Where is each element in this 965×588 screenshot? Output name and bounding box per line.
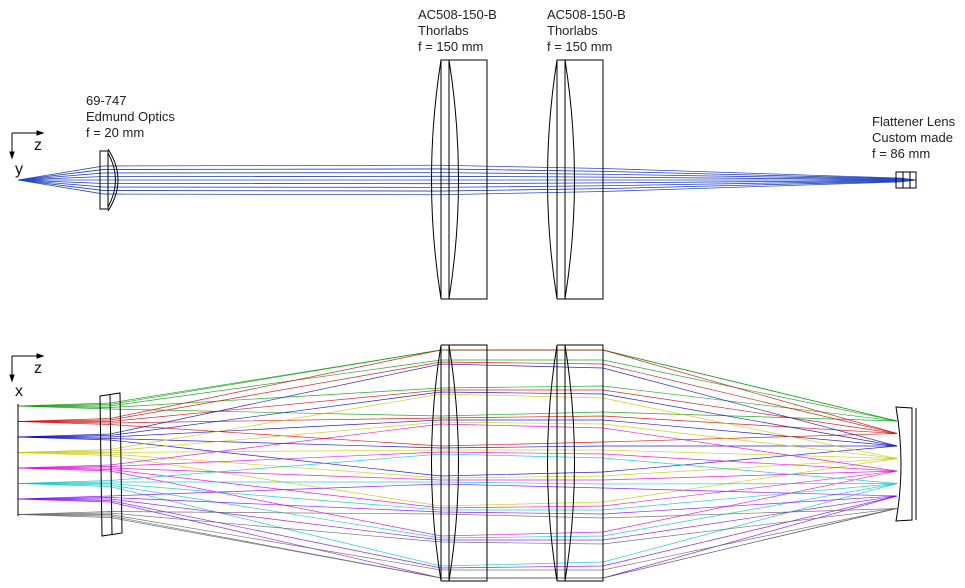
top-axis-y-label: y xyxy=(15,161,23,178)
flattener-focal-length: f = 86 mm xyxy=(872,146,931,161)
flattener-name: Flattener Lens xyxy=(872,114,956,129)
flattener-maker: Custom made xyxy=(872,130,953,145)
top-view: z y xyxy=(9,59,917,300)
top-view-rays xyxy=(17,164,917,196)
thorlabs-2-maker: Thorlabs xyxy=(547,23,598,38)
thorlabs-1-focal-length: f = 150 mm xyxy=(418,39,484,54)
thorlabs-1-maker: Thorlabs xyxy=(418,23,469,38)
thorlabs-lens-1-top xyxy=(431,59,488,300)
bottom-ray xyxy=(17,481,898,485)
bottom-axis-indicator: z x xyxy=(9,353,45,400)
flattener-lens-top xyxy=(895,171,917,189)
bottom-axis-z-label: z xyxy=(34,360,42,377)
flattener-lens-label: Flattener Lens Custom made f = 86 mm xyxy=(872,114,955,162)
thorlabs-2-focal-length: f = 150 mm xyxy=(547,39,613,54)
edmund-maker: Edmund Optics xyxy=(86,109,175,124)
top-axis-z-label: z xyxy=(34,137,42,154)
thorlabs-lens-2-label: AC508-150-B Thorlabs f = 150 mm xyxy=(547,7,626,55)
edmund-lens-top xyxy=(99,148,119,212)
top-axis-indicator: z y xyxy=(9,130,45,178)
thorlabs-lens-1-label: AC508-150-B Thorlabs f = 150 mm xyxy=(418,7,497,55)
bottom-ray xyxy=(18,359,898,422)
thorlabs-lens-1-bottom xyxy=(431,344,488,582)
bottom-view: z x xyxy=(9,344,917,582)
bottom-axis-x-label: x xyxy=(15,383,23,400)
thorlabs-lens-2-top xyxy=(547,59,604,300)
bottom-view-rays xyxy=(17,349,898,579)
thorlabs-lens-2-bottom xyxy=(547,344,604,582)
flattener-lens-bottom xyxy=(895,406,917,522)
edmund-focal-length: f = 20 mm xyxy=(86,125,145,140)
bottom-ray xyxy=(17,508,898,545)
bottom-ray xyxy=(18,508,898,571)
edmund-lens-bottom xyxy=(99,392,123,537)
edmund-part-number: 69-747 xyxy=(86,93,127,108)
edmund-lens-label: 69-747 Edmund Optics f = 20 mm xyxy=(86,93,175,141)
thorlabs-1-part-number: AC508-150-B xyxy=(418,7,497,22)
thorlabs-2-part-number: AC508-150-B xyxy=(547,7,626,22)
